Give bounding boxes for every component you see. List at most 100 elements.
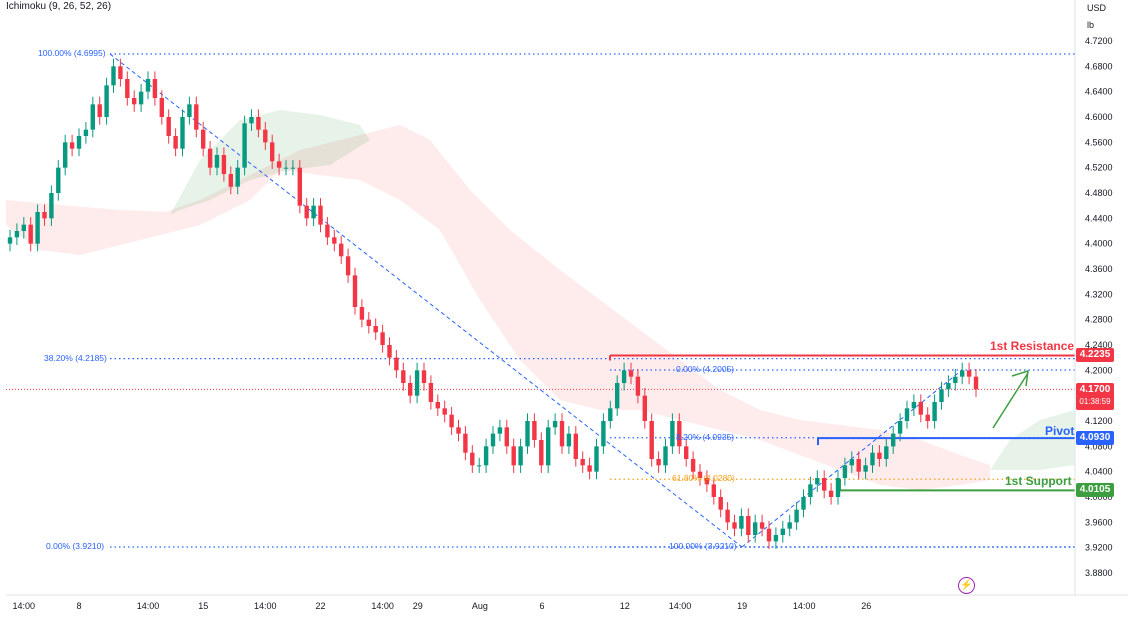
candle-body [97, 104, 102, 117]
candle-body [932, 402, 937, 421]
candle-body [49, 193, 54, 219]
candle-body [739, 516, 744, 529]
candle-body [414, 370, 420, 396]
candle-body [525, 421, 530, 447]
candle-body [663, 446, 668, 466]
x-tick-label: 29 [413, 601, 423, 611]
candle-body [546, 427, 551, 466]
candle-body [21, 224, 26, 231]
y-tick-label: 4.5600 [1085, 137, 1113, 147]
candle-body [628, 370, 634, 377]
currency-unit: USD [1087, 3, 1107, 13]
candle-body [69, 142, 75, 149]
projection-arrow [992, 369, 1029, 429]
candle-body [442, 408, 447, 415]
candle-body [925, 414, 930, 421]
level-label: 1st Resistance [990, 339, 1075, 354]
candle-body [118, 66, 123, 79]
flash-icon[interactable]: ⚡ [958, 577, 975, 594]
candle-body [166, 117, 171, 136]
candle-body [359, 307, 365, 320]
candle-body [697, 471, 703, 478]
x-tick-label: 14:00 [254, 601, 277, 611]
candle-body [690, 459, 696, 472]
candle-body [884, 446, 889, 459]
candle-body [911, 402, 917, 409]
candle-body [615, 383, 620, 409]
y-tick-label: 4.3200 [1085, 289, 1113, 299]
candle-body [539, 440, 544, 466]
candle-body [35, 212, 40, 244]
y-tick-label: 4.0400 [1085, 467, 1113, 477]
x-axis[interactable]: 14:00 8 14:00 15 14:00 22 14:00 29 Aug 6 12 14:00 19… [13, 601, 872, 611]
level-label: 1st Support [1005, 474, 1072, 489]
candle-body [28, 224, 33, 244]
last-price-box: 4.1700 01:38:59 [1076, 383, 1114, 410]
candle-body [649, 421, 654, 459]
level-price-box: 4.0105 [1076, 483, 1114, 498]
candle-body [111, 66, 116, 86]
candle-body [42, 212, 47, 219]
candle-body [221, 155, 227, 174]
candles [7, 58, 979, 549]
x-tick-label: 14:00 [13, 601, 36, 611]
y-tick-label: 4.4400 [1085, 213, 1113, 223]
candle-body [780, 528, 785, 535]
candle-body [235, 167, 240, 187]
candle-body [946, 383, 951, 390]
candle-body [511, 446, 516, 466]
x-tick-label: 8 [76, 601, 81, 611]
candle-body [711, 484, 716, 497]
candle-body [125, 79, 130, 98]
fib-label: 38.20% (4.2185) [44, 352, 107, 363]
candle-body [753, 522, 758, 535]
indicator-label: Ichimoku (9, 26, 52, 26) [6, 1, 112, 12]
candle-body [373, 326, 378, 333]
level-price-box: 4.2235 [1076, 348, 1114, 363]
candle-body [670, 421, 675, 447]
candle-body [152, 79, 158, 98]
candle-body [953, 376, 958, 383]
fib-label: 61.80% (4.0280) [672, 473, 735, 484]
candle-body [642, 395, 647, 421]
candle-body [263, 129, 268, 143]
candle-body [973, 376, 979, 390]
candle-body [366, 319, 371, 326]
candle-body [904, 408, 910, 421]
candle-body [401, 370, 406, 383]
x-tick-label: 15 [198, 601, 208, 611]
candle-body [132, 98, 137, 105]
y-tick-label: 3.9600 [1085, 517, 1113, 527]
candle-body [173, 136, 178, 149]
candle-body [14, 231, 20, 238]
candle-body [566, 433, 572, 447]
candle-body [822, 478, 827, 491]
countdown-timer: 01:38:59 [1079, 397, 1111, 406]
fibonacci-levels [6, 53, 1075, 548]
candle-body [283, 167, 289, 169]
candle-body [594, 446, 599, 472]
candle-body [304, 205, 309, 219]
candle-body [83, 129, 89, 136]
cloud-bullish [170, 110, 370, 215]
candle-body [559, 421, 565, 447]
x-tick-label: 22 [315, 601, 325, 611]
candle-body [470, 452, 475, 466]
candle-body [138, 91, 144, 105]
ichimoku-cloud [6, 110, 1075, 490]
candle-body [966, 370, 972, 377]
candle-body [297, 167, 302, 206]
candle-body [801, 497, 806, 510]
x-tick-label: 6 [539, 601, 544, 611]
candle-body [145, 79, 151, 92]
candle-body [960, 370, 965, 377]
candle-body [345, 256, 351, 276]
candle-body [939, 389, 944, 402]
candle-body [242, 123, 247, 168]
x-tick-label: 14:00 [669, 601, 692, 611]
x-tick-label: 26 [861, 601, 871, 611]
lb-unit: lb [1087, 20, 1095, 30]
candle-body [290, 167, 296, 169]
candle-body [159, 98, 164, 117]
